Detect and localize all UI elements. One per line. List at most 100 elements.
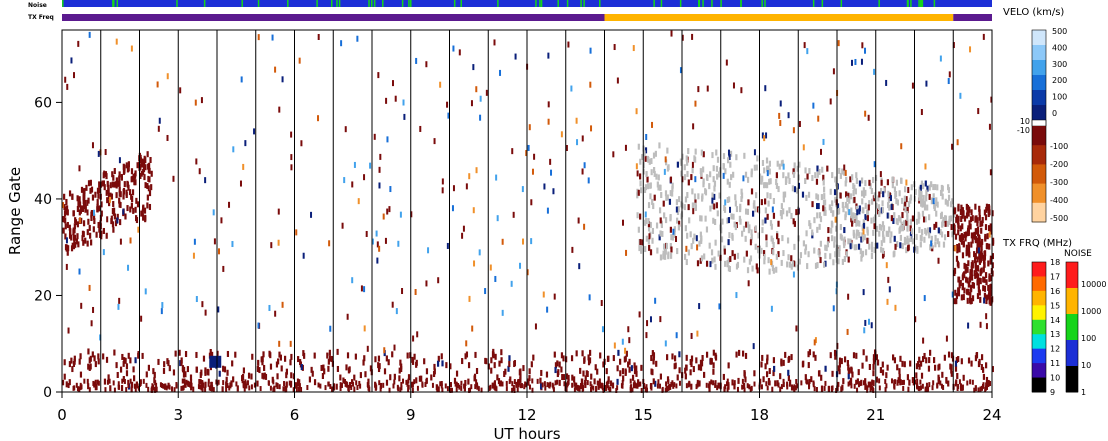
- echo-cell: [743, 382, 746, 389]
- echo-cell: [884, 379, 887, 385]
- echo-cell: [201, 386, 204, 392]
- echo-cell: [647, 238, 650, 245]
- echo-cell: [866, 385, 869, 391]
- echo-cell: [72, 234, 76, 241]
- echo-cell: [974, 215, 977, 222]
- echo-cell: [787, 172, 790, 179]
- echo-cell: [583, 162, 586, 169]
- echo-cell: [894, 191, 898, 198]
- echo-cell: [270, 242, 273, 249]
- echo-cell: [497, 378, 501, 385]
- echo-cell: [956, 247, 959, 254]
- echo-cell: [855, 177, 858, 184]
- echo-cell: [802, 240, 806, 247]
- echo-cell: [519, 383, 522, 389]
- echo-cell: [556, 379, 559, 385]
- echo-cell: [956, 243, 959, 250]
- echo-cell: [145, 382, 148, 388]
- echo-cell: [107, 184, 110, 191]
- echo-cell: [885, 383, 888, 389]
- echo-cell: [866, 215, 870, 222]
- echo-cell: [116, 213, 119, 220]
- echo-cell: [860, 236, 863, 243]
- echo-cell: [664, 253, 667, 260]
- echo-cell: [733, 380, 736, 386]
- freq-strip-segment: [62, 14, 605, 21]
- echo-cell: [841, 168, 844, 175]
- echo-cell: [856, 220, 860, 227]
- echo-cell: [661, 230, 664, 237]
- echo-cell: [849, 238, 852, 245]
- echo-cell: [64, 76, 67, 83]
- echo-cell: [769, 178, 772, 185]
- echo-cell: [837, 248, 840, 255]
- echo-cell: [73, 72, 76, 79]
- echo-cell: [636, 192, 639, 199]
- echo-cell: [327, 381, 330, 387]
- echo-cell: [746, 208, 750, 215]
- echo-cell: [966, 266, 969, 273]
- echo-cell: [914, 379, 917, 385]
- echo-cell: [957, 221, 960, 228]
- echo-cell: [857, 243, 861, 250]
- echo-cell: [792, 260, 796, 267]
- echo-cell: [499, 69, 502, 76]
- echo-cell: [728, 232, 731, 239]
- echo-cell: [723, 204, 726, 211]
- echo-cell: [373, 133, 376, 140]
- freq-tick-label: 9: [1050, 388, 1055, 397]
- echo-cell: [744, 235, 747, 242]
- echo-cell: [763, 167, 766, 174]
- echo-cell: [584, 375, 587, 382]
- echo-cell: [117, 381, 120, 387]
- echo-cell: [831, 200, 834, 207]
- echo-cell: [696, 330, 699, 337]
- echo-cell: [933, 357, 936, 364]
- echo-cell: [882, 250, 885, 257]
- echo-cell: [985, 298, 988, 305]
- echo-cell: [86, 209, 89, 216]
- echo-cell: [946, 200, 949, 207]
- echo-cell: [471, 325, 474, 332]
- echo-cell: [141, 209, 144, 216]
- velocity-mid-label: -10: [1017, 126, 1030, 135]
- echo-cell: [208, 385, 211, 391]
- echo-cell: [989, 169, 992, 176]
- echo-cell: [242, 163, 245, 170]
- echo-cell: [780, 203, 783, 210]
- echo-cell: [727, 383, 730, 390]
- echo-cell: [922, 337, 925, 344]
- echo-cell: [204, 381, 207, 388]
- echo-cell: [552, 387, 555, 393]
- echo-cell: [915, 218, 919, 225]
- echo-cell: [560, 131, 563, 138]
- echo-cell: [520, 383, 523, 389]
- echo-cell: [231, 360, 234, 367]
- echo-cell: [733, 383, 736, 390]
- echo-cell: [907, 386, 910, 392]
- echo-cell: [832, 210, 835, 217]
- echo-cell: [713, 193, 716, 200]
- echo-cell: [973, 257, 977, 264]
- echo-cell: [107, 193, 111, 200]
- echo-cell: [911, 82, 914, 89]
- echo-cell: [865, 355, 868, 362]
- echo-cell: [807, 251, 810, 258]
- echo-cell: [450, 387, 453, 393]
- echo-cell: [358, 380, 361, 386]
- echo-cell: [891, 378, 894, 384]
- echo-cell: [571, 246, 574, 253]
- echo-cell: [838, 167, 841, 174]
- echo-cell: [92, 380, 95, 386]
- echo-cell: [834, 251, 837, 258]
- echo-cell: [245, 383, 248, 389]
- echo-cell: [835, 180, 838, 187]
- echo-cell: [860, 177, 864, 184]
- echo-cell: [92, 226, 95, 233]
- echo-cell: [853, 244, 856, 251]
- echo-cell: [804, 167, 807, 174]
- echo-cell: [441, 178, 444, 185]
- echo-cell: [152, 368, 155, 375]
- echo-cell: [644, 219, 647, 226]
